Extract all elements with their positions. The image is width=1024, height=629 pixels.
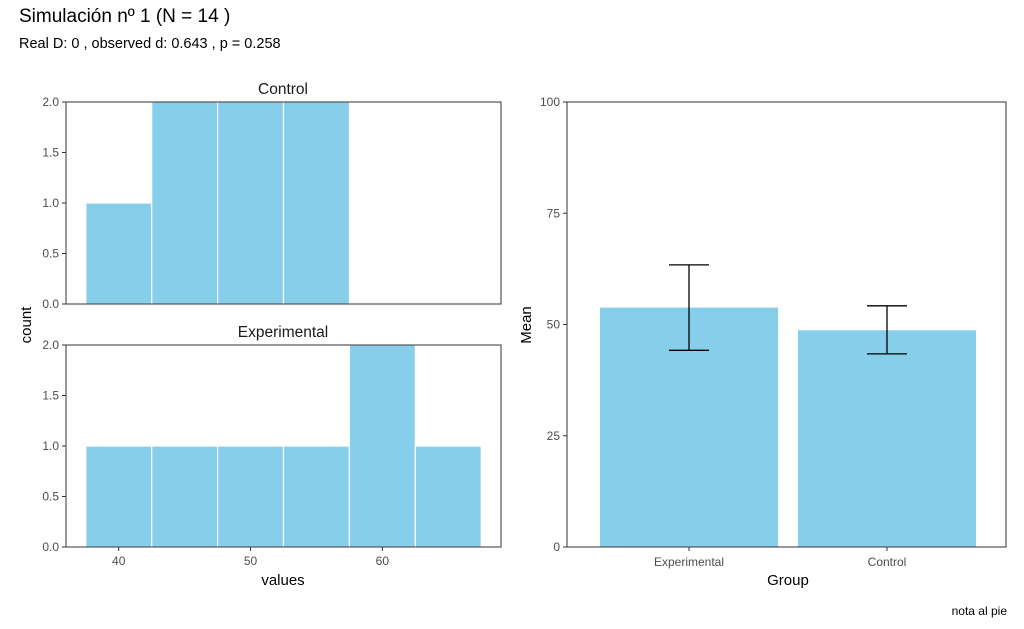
histogram-bar-experimental — [414, 445, 482, 548]
means-y-axis-title: Mean — [518, 306, 535, 344]
facet-label-experimental: Experimental — [238, 324, 328, 341]
y-tick-label: 75 — [547, 206, 561, 220]
histogram-bar-control — [85, 202, 153, 305]
plot-caption: nota al pie — [951, 604, 1007, 618]
y-tick-label: 0 — [553, 540, 560, 554]
y-tick-label: 1.0 — [42, 196, 59, 210]
y-tick-label: 2.0 — [42, 338, 59, 352]
y-tick-label: 0.5 — [42, 247, 59, 261]
histogram-bar-control — [216, 101, 285, 305]
histogram-panel-control: 0.0 0.5 1.0 1.5 2.0 — [42, 95, 502, 311]
histogram-x-axis-title: values — [261, 572, 304, 589]
histogram-bar-experimental — [216, 445, 285, 548]
x-tick-label: Experimental — [654, 555, 724, 569]
histogram-bar-experimental — [151, 445, 219, 548]
means-x-axis-title: Group — [767, 572, 809, 589]
mean-bar-control — [798, 330, 976, 547]
histogram-y-axis-title: count — [18, 306, 35, 344]
facet-label-control: Control — [258, 81, 308, 98]
y-tick-label: 25 — [547, 429, 561, 443]
y-tick-label: 0.5 — [42, 490, 59, 504]
y-tick-label: 0.0 — [42, 297, 59, 311]
x-tick-label: 40 — [112, 554, 126, 568]
plot-title: Simulación nº 1 (N = 14 ) — [19, 6, 231, 27]
histogram-bar-experimental — [85, 445, 153, 548]
histogram-panel-experimental: 0.0 0.5 1.0 1.5 2.0 40 50 60 — [42, 338, 502, 568]
histogram-bar-control — [282, 101, 351, 305]
plot-subtitle: Real D: 0 , observed d: 0.643 , p = 0.25… — [19, 36, 281, 52]
x-tick-label: Control — [868, 555, 907, 569]
x-tick-label: 60 — [376, 554, 390, 568]
means-panel: Experimental Control 0 25 50 75 100 — [540, 95, 1007, 569]
y-tick-label: 50 — [547, 318, 561, 332]
y-tick-label: 1.5 — [42, 146, 59, 160]
y-tick-label: 2.0 — [42, 95, 59, 109]
y-tick-label: 1.0 — [42, 439, 59, 453]
histogram-bar-experimental — [348, 344, 416, 548]
histogram-bar-control — [151, 101, 219, 305]
y-tick-label: 1.5 — [42, 389, 59, 403]
y-tick-label: 0.0 — [42, 540, 59, 554]
x-tick-label: 50 — [244, 554, 258, 568]
y-tick-label: 100 — [540, 95, 560, 109]
histogram-bar-experimental — [282, 445, 351, 548]
